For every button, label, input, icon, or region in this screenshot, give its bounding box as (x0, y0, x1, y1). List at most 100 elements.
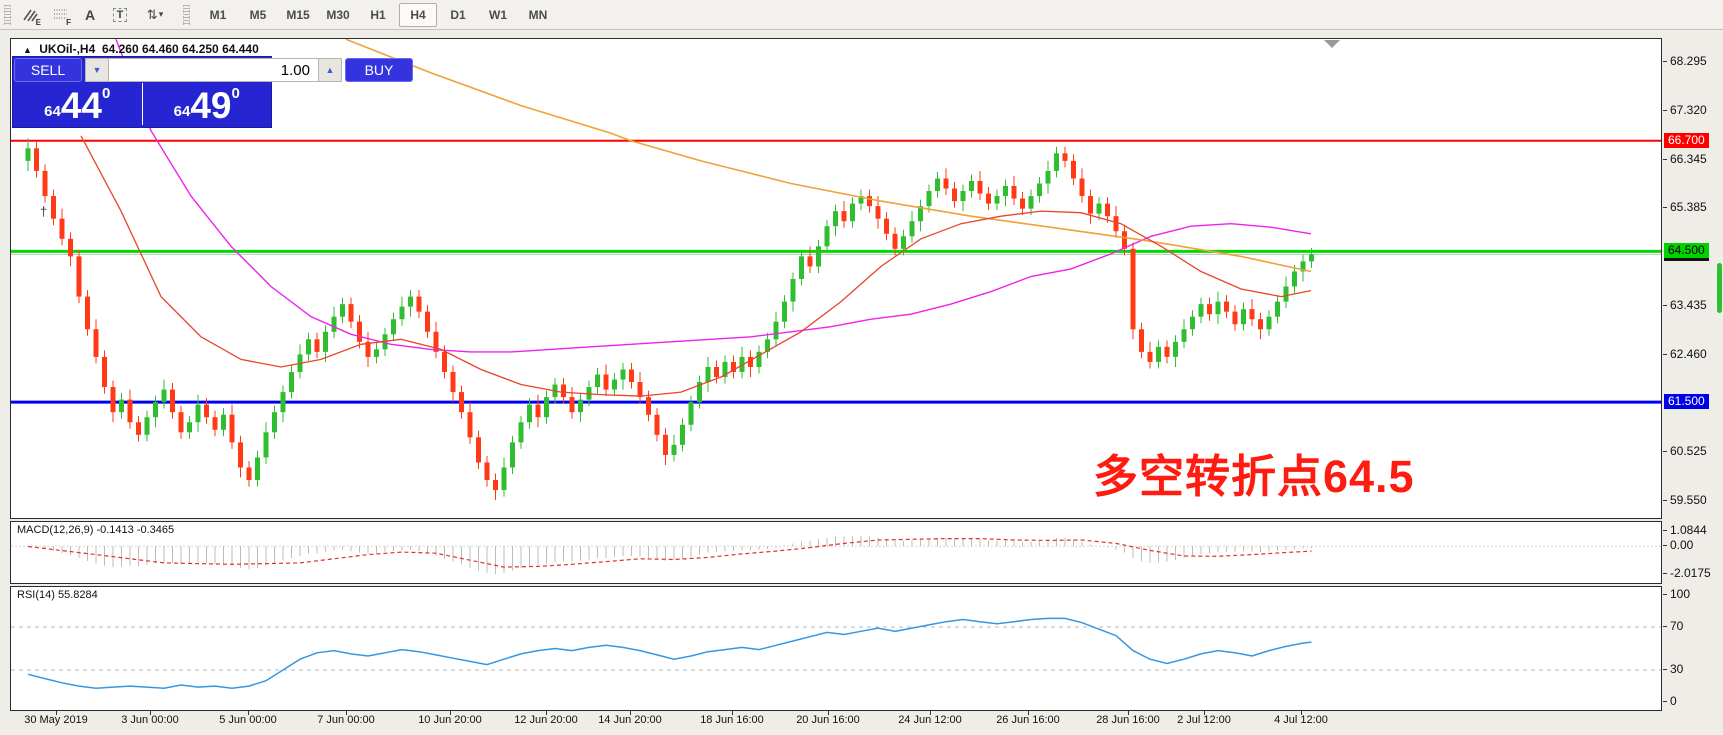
volume-input[interactable] (109, 58, 318, 82)
price-label: 62.460 (1670, 346, 1707, 361)
chart-title: ▲ UKOil-,H4 64.260 64.460 64.250 64.440 (23, 42, 259, 56)
macd-chart[interactable] (11, 522, 1661, 583)
timeframe-m5[interactable]: M5 (249, 7, 267, 22)
price-label: 65.385 (1670, 199, 1707, 214)
rsi-chart[interactable] (11, 587, 1661, 710)
timeframe-h4[interactable]: H4 (399, 2, 437, 27)
price-label: 68.295 (1670, 53, 1707, 68)
ohlc-values: 64.260 64.460 64.250 64.440 (101, 42, 259, 56)
axis-tick (1663, 626, 1667, 628)
buy-button[interactable]: BUY (345, 58, 413, 82)
time-tick (828, 711, 829, 715)
timeframe-toolbar: M1 M5 M15 M30 H1 H4 D1 W1 MN (198, 2, 558, 27)
time-label: 28 Jun 16:00 (1096, 714, 1160, 726)
price-badge: 66.700 (1664, 132, 1709, 148)
time-label: 3 Jun 00:00 (121, 714, 179, 726)
timeframe-h1[interactable]: H1 (370, 7, 386, 22)
axis-tick (1663, 109, 1667, 111)
text-box-icon[interactable]: T (107, 3, 133, 27)
axis-tick (1663, 158, 1667, 160)
ask-price[interactable]: 64 49 0 (173, 85, 240, 126)
symbol-label: UKOil-,H4 (39, 42, 96, 56)
rsi-axis-label: 70 (1670, 619, 1684, 634)
volume-stepper: ▼ ▲ (85, 58, 342, 82)
timeframe-w1[interactable]: W1 (489, 7, 507, 22)
axis-tick (1663, 573, 1667, 575)
time-tick (450, 711, 451, 715)
rsi-label: RSI(14) 55.8284 (17, 589, 98, 601)
time-tick (346, 711, 347, 715)
axis-tick (1663, 500, 1667, 502)
rsi-axis-label: 100 (1670, 586, 1691, 601)
dagger-marker-icon: † (40, 204, 48, 219)
macd-axis-label: 0.00 (1670, 538, 1694, 553)
main-chart-panel[interactable]: ▲ UKOil-,H4 64.260 64.460 64.250 64.440 … (10, 38, 1662, 519)
axis-tick (1663, 530, 1667, 532)
scroll-indicator[interactable] (1717, 263, 1722, 313)
axis-tick (1663, 668, 1667, 670)
time-label: 5 Jun 00:00 (219, 714, 277, 726)
timeframe-m1[interactable]: M1 (209, 7, 227, 22)
collapse-marker-icon[interactable]: ▲ (23, 45, 32, 55)
axis-tick (1663, 304, 1667, 306)
time-axis[interactable]: 30 May 2019 3 Jun 00:00 5 Jun 00:00 7 Jun 0… (10, 711, 1723, 733)
time-label: 26 Jun 16:00 (996, 714, 1060, 726)
rsi-panel[interactable]: RSI(14) 55.8284 (10, 586, 1662, 711)
volume-increase-button[interactable]: ▲ (318, 58, 342, 82)
macd-axis-label: 1.0844 (1670, 523, 1707, 538)
timeframe-m30[interactable]: M30 (326, 7, 350, 22)
grid-f-icon[interactable]: F (53, 9, 71, 27)
time-tick (150, 711, 151, 715)
time-label: 24 Jun 12:00 (898, 714, 962, 726)
time-tick (1301, 711, 1302, 715)
macd-panel[interactable]: MACD(12,26,9) -0.1413 -0.3465 (10, 521, 1662, 584)
time-tick (1204, 711, 1205, 715)
time-label: 12 Jun 20:00 (514, 714, 578, 726)
macd-axis-label: -2.0175 (1670, 566, 1711, 581)
time-tick (630, 711, 631, 715)
toolbar-separator (183, 4, 190, 25)
one-click-trade-panel: SELL ▼ ▲ BUY 64 44 0 64 49 0 (13, 57, 413, 127)
toolbar: E F A T ⇅ ▾ M1 M5 M15 M30 H1 H4 D1 W1 MN (0, 0, 1723, 30)
timeframe-mn[interactable]: MN (528, 7, 548, 22)
axis-tick (1663, 701, 1667, 703)
price-label: 67.320 (1670, 102, 1707, 117)
bid-price[interactable]: 64 44 0 (13, 83, 143, 125)
price-label: 66.345 (1670, 151, 1707, 166)
axis-tick (1663, 353, 1667, 355)
price-badge: 61.500 (1664, 394, 1709, 410)
time-tick (1028, 711, 1029, 715)
time-tick (248, 711, 249, 715)
time-label: 10 Jun 20:00 (418, 714, 482, 726)
axis-tick (1663, 451, 1667, 453)
draw-lines-e-icon[interactable]: E (17, 3, 43, 27)
time-label: 7 Jun 00:00 (317, 714, 375, 726)
time-tick (56, 711, 57, 715)
price-axis[interactable]: 68.295 67.320 66.345 65.385 63.435 62.460 60.5… (1663, 30, 1723, 720)
rsi-axis-label: 0 (1670, 694, 1677, 709)
candlestick-chart[interactable] (11, 39, 1661, 518)
arrow-tools-dropdown-icon[interactable]: ▾ (158, 9, 164, 19)
price-label: 60.525 (1670, 444, 1707, 459)
time-tick (546, 711, 547, 715)
axis-tick (1663, 206, 1667, 208)
text-label-icon[interactable]: A (84, 6, 96, 23)
arrow-tools-icon[interactable]: ⇅ ▾ (146, 6, 164, 22)
axis-tick (1663, 545, 1667, 547)
time-label: 30 May 2019 (24, 714, 88, 726)
macd-label: MACD(12,26,9) -0.1413 -0.3465 (17, 524, 175, 536)
volume-decrease-button[interactable]: ▼ (85, 58, 109, 82)
sell-button[interactable]: SELL (14, 58, 82, 82)
time-tick (1128, 711, 1129, 715)
time-label: 18 Jun 16:00 (700, 714, 764, 726)
toolbar-drag-handle[interactable] (4, 4, 11, 25)
time-tick (732, 711, 733, 715)
rsi-axis-label: 30 (1670, 661, 1684, 676)
axis-tick (1663, 60, 1667, 62)
axis-tick (1663, 593, 1667, 595)
time-tick (930, 711, 931, 715)
timeframe-m15[interactable]: M15 (286, 7, 310, 22)
chart-text-annotation: 多空转折点64.5 (1093, 451, 1415, 502)
time-label: 2 Jul 12:00 (1177, 714, 1231, 726)
timeframe-d1[interactable]: D1 (450, 7, 466, 22)
